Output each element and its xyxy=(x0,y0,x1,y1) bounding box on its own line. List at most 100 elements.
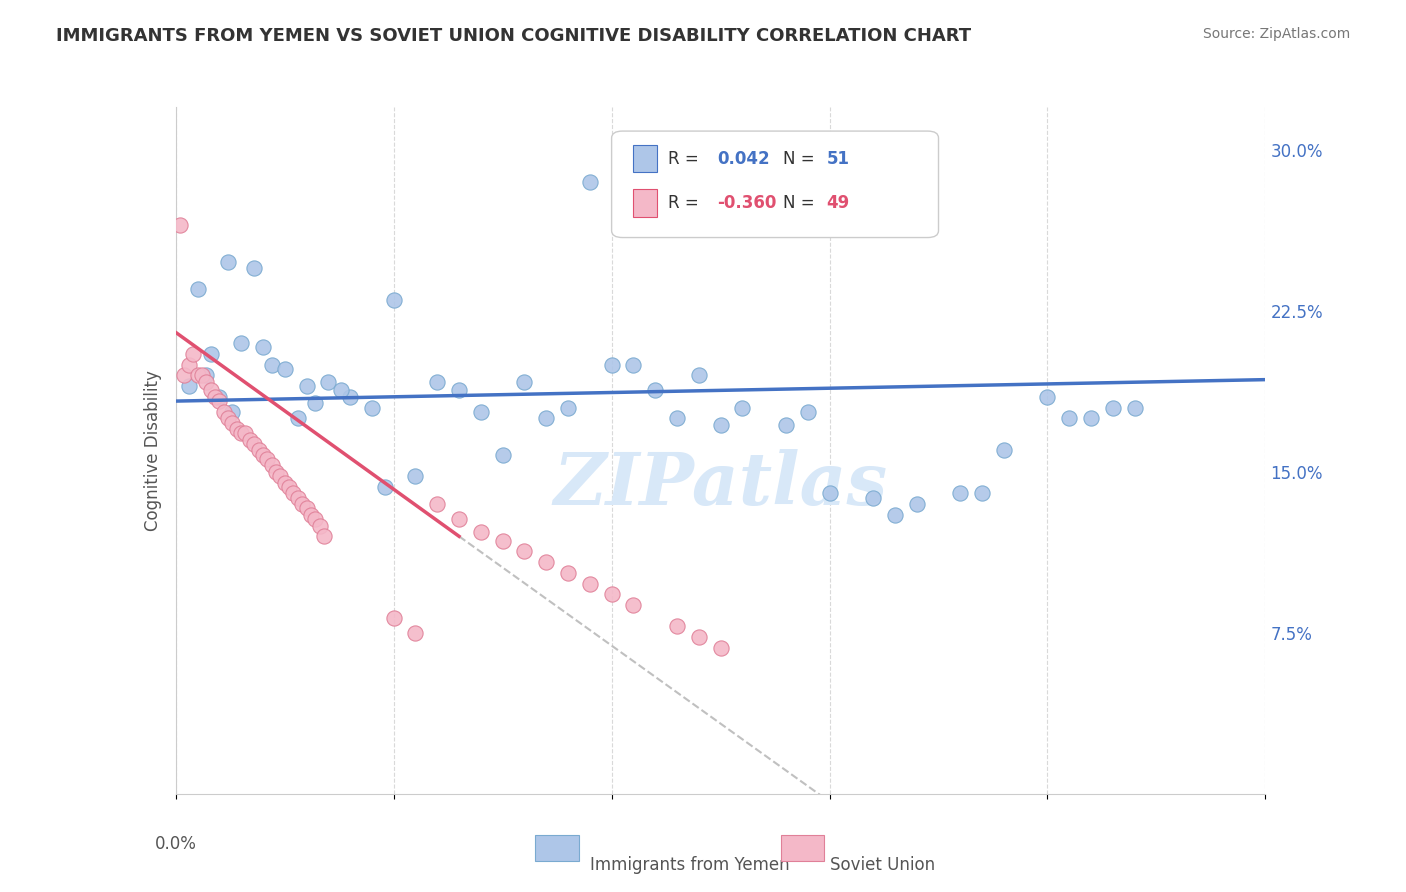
Point xyxy=(208,390,231,404)
Point xyxy=(252,341,274,355)
Point xyxy=(231,426,253,441)
Point xyxy=(405,626,427,640)
Point xyxy=(884,508,907,522)
Point xyxy=(186,283,209,297)
Point xyxy=(492,448,515,462)
Point xyxy=(243,437,266,451)
Point xyxy=(208,394,231,409)
Point xyxy=(710,640,733,655)
Bar xyxy=(633,189,658,217)
Point xyxy=(818,486,841,500)
Point xyxy=(775,417,797,432)
Point xyxy=(247,443,270,458)
Point xyxy=(274,475,297,490)
Text: Immigrants from Yemen: Immigrants from Yemen xyxy=(591,855,789,873)
Point xyxy=(360,401,382,415)
Point xyxy=(688,630,710,644)
Point xyxy=(260,458,283,473)
Point xyxy=(492,533,515,548)
FancyBboxPatch shape xyxy=(612,131,939,237)
Text: R =: R = xyxy=(668,150,704,168)
Point xyxy=(1123,401,1146,415)
Point xyxy=(600,587,623,601)
Point xyxy=(260,358,283,372)
Point xyxy=(221,405,243,419)
Point xyxy=(426,497,449,511)
Point xyxy=(239,433,262,447)
Point xyxy=(256,452,278,467)
Point xyxy=(177,358,200,372)
Point xyxy=(905,497,928,511)
Text: Source: ZipAtlas.com: Source: ZipAtlas.com xyxy=(1202,27,1350,41)
Text: 0.042: 0.042 xyxy=(717,150,770,168)
Text: 51: 51 xyxy=(827,150,849,168)
Point xyxy=(993,443,1015,458)
Text: 0.0%: 0.0% xyxy=(155,835,197,853)
Point xyxy=(405,469,427,483)
Point xyxy=(264,465,287,479)
Point xyxy=(666,619,689,633)
Point xyxy=(318,375,340,389)
Point xyxy=(666,411,689,425)
Text: IMMIGRANTS FROM YEMEN VS SOVIET UNION COGNITIVE DISABILITY CORRELATION CHART: IMMIGRANTS FROM YEMEN VS SOVIET UNION CO… xyxy=(56,27,972,45)
Point xyxy=(308,518,330,533)
Point xyxy=(949,486,972,500)
Point xyxy=(534,411,557,425)
Point xyxy=(1036,390,1059,404)
Point xyxy=(269,469,291,483)
Point xyxy=(862,491,884,505)
Point xyxy=(621,358,644,372)
Point xyxy=(447,384,470,398)
Point xyxy=(579,576,602,591)
Point xyxy=(221,416,243,430)
Point xyxy=(217,411,239,425)
Point xyxy=(181,347,204,361)
Point xyxy=(291,497,314,511)
Point xyxy=(191,368,214,383)
Point xyxy=(204,390,226,404)
Bar xyxy=(780,835,824,861)
Point xyxy=(235,426,257,441)
Point xyxy=(970,486,993,500)
Point xyxy=(278,480,301,494)
Point xyxy=(557,401,579,415)
Point xyxy=(283,486,305,500)
Text: ZIPatlas: ZIPatlas xyxy=(554,450,887,520)
Point xyxy=(200,384,222,398)
Point xyxy=(382,293,405,308)
Point xyxy=(513,544,536,558)
Point xyxy=(217,254,239,268)
Point xyxy=(231,336,253,351)
Point xyxy=(274,362,297,376)
Bar xyxy=(536,835,579,861)
Point xyxy=(382,611,405,625)
Point xyxy=(534,555,557,569)
Point xyxy=(374,480,396,494)
Text: R =: R = xyxy=(668,194,704,212)
Point xyxy=(579,175,602,189)
Point xyxy=(688,368,710,383)
Point xyxy=(173,368,195,383)
Point xyxy=(212,405,235,419)
Point xyxy=(470,524,492,539)
Point xyxy=(1057,411,1080,425)
Point xyxy=(339,390,361,404)
Text: N =: N = xyxy=(783,150,820,168)
Bar xyxy=(633,145,658,172)
Point xyxy=(600,358,623,372)
Point xyxy=(287,491,309,505)
Point xyxy=(796,405,818,419)
Text: -0.360: -0.360 xyxy=(717,194,776,212)
Point xyxy=(200,347,222,361)
Point xyxy=(299,508,322,522)
Point xyxy=(177,379,200,393)
Point xyxy=(186,368,209,383)
Text: 49: 49 xyxy=(827,194,849,212)
Point xyxy=(447,512,470,526)
Point xyxy=(710,417,733,432)
Point xyxy=(513,375,536,389)
Point xyxy=(304,512,326,526)
Point xyxy=(195,368,218,383)
Point xyxy=(225,422,247,436)
Point xyxy=(330,384,353,398)
